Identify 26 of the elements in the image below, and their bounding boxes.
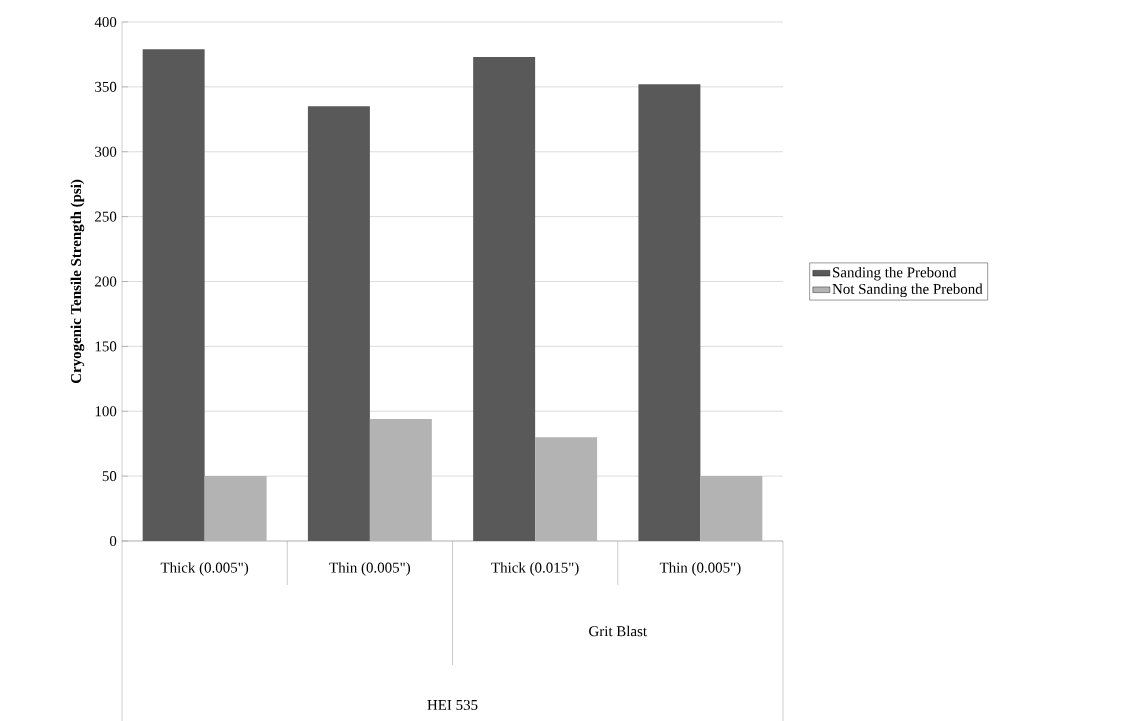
y-tick-label: 150	[95, 341, 117, 352]
bar	[638, 84, 701, 541]
bar	[369, 418, 432, 541]
y-tick-label: 300	[95, 146, 117, 157]
x-tick-label: Thick (0.005")	[160, 562, 249, 576]
y-tick-label: 0	[109, 535, 117, 546]
x-tick-label: Thin (0.005")	[659, 562, 741, 576]
bar	[535, 437, 598, 541]
bar	[142, 49, 205, 541]
bar	[204, 476, 267, 541]
y-axis-title: Cryogenic Tensile Strength (psi)	[70, 179, 85, 383]
legend-label: Sanding the Prebond	[833, 266, 957, 281]
x-tick-label: Thin (0.005")	[329, 562, 411, 576]
bar	[700, 476, 763, 541]
y-tick-label: 100	[95, 406, 117, 417]
y-tick-label: 200	[95, 276, 117, 287]
text: Grit Blast	[589, 625, 647, 637]
y-tick-label: 50	[102, 470, 117, 482]
y-tick-label: 350	[95, 81, 117, 92]
bar	[473, 56, 536, 541]
text: HEI 535	[427, 699, 478, 710]
x-tick-label: Thick (0.015")	[491, 562, 579, 576]
y-tick-label: 400	[94, 16, 117, 27]
legend-label: Not Sanding the Prebond	[832, 283, 983, 297]
y-tick-label: 250	[95, 211, 117, 222]
bar	[307, 106, 370, 541]
